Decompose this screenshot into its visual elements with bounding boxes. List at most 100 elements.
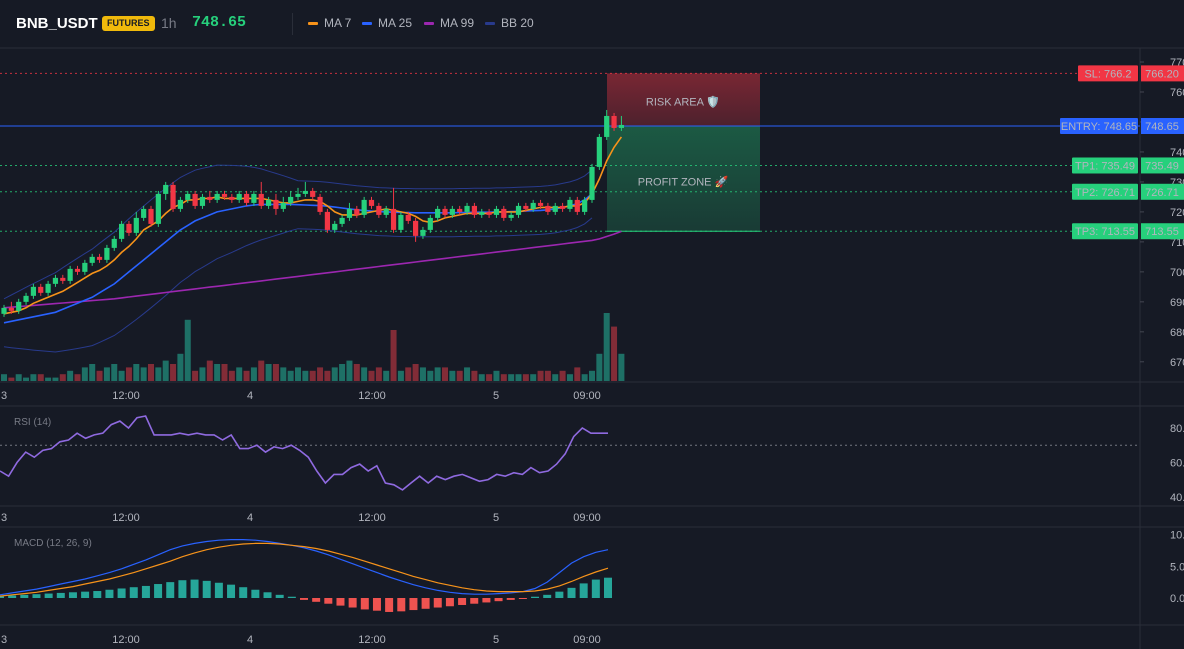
- legend-label: MA 7: [324, 16, 352, 30]
- macd-hist-bar: [214, 582, 223, 598]
- y-tick-label: 710.00: [1170, 237, 1184, 249]
- macd-hist-bar: [154, 584, 163, 598]
- candle-body: [560, 205, 566, 209]
- legend-ma7[interactable]: MA 7: [308, 16, 351, 30]
- macd-title: MACD (12, 26, 9): [14, 538, 92, 549]
- candle-body: [236, 193, 242, 200]
- ma99-line: [3, 230, 622, 309]
- candle-body: [523, 205, 529, 209]
- candle-body: [295, 193, 301, 197]
- volume-bar: [537, 370, 544, 381]
- volume-bar: [449, 370, 456, 381]
- tp3-tag: [1072, 223, 1138, 240]
- x-tick-label: 5: [493, 634, 499, 646]
- volume-bar: [184, 319, 191, 381]
- risk-area-zone: [607, 73, 760, 127]
- volume-bar: [221, 364, 228, 381]
- volume-bar: [434, 367, 441, 381]
- candle-body: [537, 202, 544, 206]
- x-tick-label: 3: [1, 512, 7, 524]
- macd-hist-bar: [105, 589, 114, 598]
- volume-bar: [140, 367, 147, 381]
- candle-body: [74, 268, 81, 272]
- volume-bar: [500, 374, 507, 381]
- volume-bar: [295, 367, 301, 381]
- macd-hist-bar: [348, 598, 357, 608]
- candle-body: [346, 208, 353, 218]
- volume-bar: [383, 370, 390, 381]
- candle-body: [266, 199, 272, 206]
- legend-label: MA 25: [378, 16, 413, 30]
- macd-hist-bar: [579, 583, 588, 598]
- volume-bar: [618, 353, 625, 381]
- macd-line: [0, 538, 609, 596]
- macd-hist-bar: [0, 596, 4, 598]
- candle-body: [119, 223, 125, 239]
- volume-bar: [280, 367, 287, 381]
- volume-bar: [133, 364, 140, 381]
- candle-body: [89, 256, 95, 263]
- x-tick-label: 12:00: [112, 390, 140, 402]
- rsi-tick-label: 40.00: [1170, 492, 1184, 504]
- macd-hist-bar: [287, 596, 296, 598]
- macd-hist-bar: [32, 594, 41, 598]
- x-tick-label: 12:00: [358, 512, 386, 524]
- macd-hist-bar: [555, 591, 564, 598]
- ma7-swatch-icon: [308, 22, 318, 26]
- entry-price-label: 748.65: [1145, 121, 1179, 133]
- candle-body: [310, 190, 316, 197]
- candle-body: [288, 196, 294, 203]
- volume-bar: [390, 330, 397, 381]
- candle-body: [199, 196, 206, 206]
- y-tick-label: 670.00: [1170, 357, 1184, 369]
- candle-body: [479, 211, 485, 215]
- candle-body: [23, 295, 29, 302]
- sl-tag: [1078, 65, 1138, 82]
- timeframe-selector[interactable]: 1h: [161, 15, 177, 31]
- macd-hist-bar: [202, 580, 211, 598]
- macd-hist-bar: [336, 598, 345, 606]
- x-tick-label: 4: [247, 512, 253, 524]
- volume-bar: [287, 370, 294, 381]
- candle-body: [332, 223, 338, 230]
- macd-tick-label: 0.00: [1170, 593, 1184, 605]
- volume-bar: [103, 367, 110, 381]
- sl-price-tag: [1141, 65, 1184, 82]
- risk-area-label: RISK AREA 🛡️: [646, 95, 720, 108]
- macd-hist-bar: [567, 587, 576, 598]
- volume-bar: [456, 370, 463, 381]
- volume-bar: [67, 370, 74, 381]
- candle-body: [221, 193, 228, 197]
- volume-bar: [405, 367, 412, 381]
- volume-bar: [89, 364, 96, 381]
- symbol-name[interactable]: BNB_USDT: [16, 15, 98, 32]
- volume-bar: [486, 374, 493, 381]
- macd-hist-bar: [494, 598, 503, 602]
- entry-price-tag: [1141, 118, 1184, 135]
- ma7-line: [3, 136, 623, 315]
- volume-bar: [522, 374, 529, 381]
- volume-bar: [155, 367, 162, 381]
- volume-bar: [515, 374, 522, 381]
- candle-body: [339, 217, 345, 224]
- x-tick-label: 3: [1, 390, 7, 402]
- bb-upper-line: [3, 164, 593, 300]
- volume-bar: [148, 364, 154, 381]
- candle-body: [207, 196, 213, 200]
- y-tick-label: 690.00: [1170, 297, 1184, 309]
- macd-hist-bar: [251, 589, 260, 598]
- volume-bar: [302, 370, 309, 381]
- volume-bar: [339, 364, 346, 381]
- legend-ma25[interactable]: MA 25: [362, 16, 412, 30]
- legend-ma99[interactable]: MA 99: [424, 16, 474, 30]
- volume-bar: [177, 353, 184, 381]
- candle-body: [567, 199, 573, 209]
- volume-bar: [265, 364, 272, 381]
- x-tick-label: 4: [247, 634, 253, 646]
- candle-body: [604, 115, 610, 137]
- macd-hist-bar: [8, 595, 17, 598]
- entry-tag-label: ENTRY: 748.65: [1061, 121, 1137, 133]
- legend-bb20[interactable]: BB 20: [485, 16, 534, 30]
- candle-body: [464, 205, 470, 212]
